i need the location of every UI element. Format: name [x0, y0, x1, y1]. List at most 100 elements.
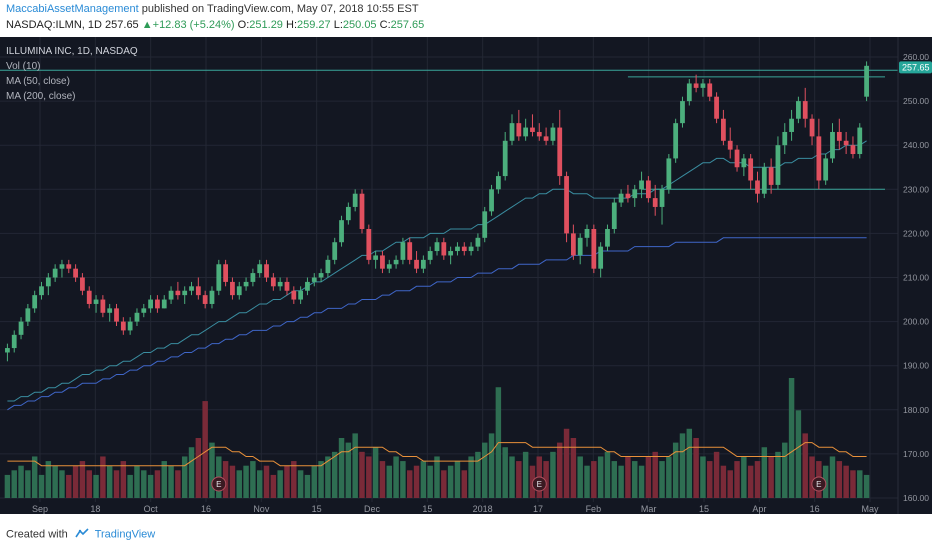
candle — [802, 101, 808, 119]
open-value: 251.29 — [249, 19, 283, 31]
volume-bar — [284, 465, 290, 498]
candle — [693, 83, 699, 88]
created-with-text: Created with — [6, 528, 68, 541]
candle — [59, 264, 65, 269]
volume-bar — [672, 442, 679, 498]
candle — [543, 136, 549, 141]
candle — [420, 259, 426, 269]
volume-bar — [434, 456, 440, 498]
price-badge-text: 257.65 — [902, 62, 930, 72]
candle — [530, 127, 535, 132]
candle — [230, 281, 235, 296]
grid — [0, 37, 898, 502]
volume-bar — [693, 438, 699, 498]
volume-bar — [659, 461, 665, 498]
candle — [632, 189, 638, 199]
volume-bar — [79, 461, 86, 498]
candle — [468, 246, 474, 252]
candle — [400, 242, 406, 260]
candle — [277, 281, 283, 287]
close-value: 257.65 — [390, 19, 425, 31]
high-value: 259.27 — [297, 19, 331, 31]
y-tick-label: 170.00 — [903, 449, 929, 459]
volume-bar — [570, 438, 577, 498]
y-tick-label: 250.00 — [903, 96, 929, 106]
volume-bar — [550, 451, 556, 498]
low-value: 250.05 — [342, 19, 377, 31]
candle — [721, 118, 726, 141]
volume-bar — [338, 438, 345, 498]
earnings-icon — [211, 476, 227, 492]
candle — [618, 193, 624, 203]
candle — [570, 233, 576, 256]
volume-bar — [325, 456, 331, 498]
candle — [611, 202, 617, 229]
volume-bar — [468, 456, 474, 498]
candle — [557, 127, 563, 177]
candle — [100, 299, 106, 313]
price-chart[interactable]: E E E 160.00 170.00 180.00 190.00 200.00 210.00… — [0, 37, 932, 514]
volume-bar — [72, 465, 79, 498]
candle — [639, 180, 644, 190]
volume-bar — [256, 470, 263, 498]
volume-bar — [597, 456, 604, 498]
candle — [393, 259, 399, 265]
candle — [843, 140, 849, 146]
volume-bar — [447, 465, 454, 498]
candle — [516, 123, 522, 137]
candle — [148, 299, 153, 309]
volume-bar — [707, 461, 713, 498]
candle — [318, 273, 324, 278]
candle — [209, 290, 215, 304]
volume-bar — [161, 461, 167, 498]
candles — [5, 61, 869, 362]
tradingview-link[interactable]: TradingView — [94, 528, 156, 541]
volume-bar — [25, 470, 31, 498]
candle — [414, 259, 419, 269]
author-link[interactable]: MaccabiAssetManagement — [6, 3, 139, 15]
quote-line: NASDAQ:ILMN, 1D 257.65 ▲+12.83 (+5.24%) … — [6, 19, 424, 31]
candle — [32, 295, 38, 309]
volume-bar — [93, 474, 99, 498]
y-tick-label: 200.00 — [903, 317, 929, 327]
y-tick-label: 260.00 — [903, 52, 929, 62]
y-tick-label: 220.00 — [903, 228, 929, 238]
volume-bar — [557, 442, 563, 498]
candle — [305, 281, 310, 291]
volume-bar — [604, 451, 611, 498]
volume-bar — [768, 456, 774, 498]
candle — [523, 127, 529, 137]
candle — [755, 180, 760, 194]
candle — [850, 145, 856, 155]
chart-panel[interactable]: E E E 160.00 170.00 180.00 190.00 200.00 210.00… — [0, 37, 932, 514]
volume-bar — [4, 474, 11, 498]
candle — [107, 308, 113, 313]
candle — [564, 176, 569, 234]
candle — [86, 290, 92, 304]
volume-bar — [741, 456, 747, 498]
volume-bar — [18, 465, 24, 498]
volume-bar — [427, 465, 433, 498]
candle — [625, 193, 631, 199]
candle — [598, 246, 604, 269]
candle — [659, 189, 665, 207]
volume-bar — [400, 461, 406, 498]
volume-bar — [66, 474, 72, 498]
candle — [325, 259, 331, 274]
volume-bar — [461, 470, 468, 498]
candle — [455, 246, 460, 252]
volume-bar — [366, 456, 372, 498]
volume-bar — [454, 461, 461, 498]
up-triangle-icon: ▲ — [141, 19, 153, 31]
x-tick-label: Oct — [144, 504, 159, 514]
last-price: 257.65 — [105, 19, 139, 31]
x-tick-label: Feb — [586, 504, 602, 514]
volume-bar — [250, 461, 256, 498]
volume-bar — [243, 465, 249, 498]
low-label: L: — [333, 19, 343, 31]
candle — [789, 118, 794, 132]
volume-bar — [127, 474, 133, 498]
x-tick-label: 17 — [533, 504, 543, 514]
volume-bar — [863, 474, 870, 498]
ma200-line — [7, 237, 867, 411]
